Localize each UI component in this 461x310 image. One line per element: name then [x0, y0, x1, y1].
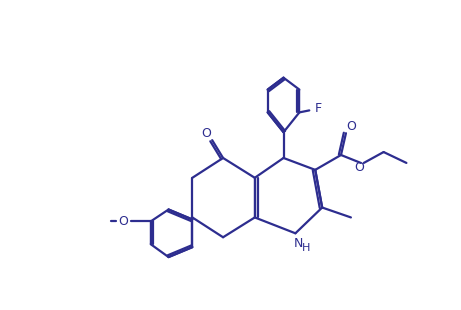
Text: H: H — [302, 243, 311, 253]
Text: F: F — [315, 102, 322, 115]
Text: O: O — [346, 120, 356, 133]
Text: O: O — [118, 215, 128, 228]
Text: O: O — [354, 162, 364, 175]
Text: N: N — [294, 237, 303, 250]
Text: O: O — [201, 127, 211, 140]
